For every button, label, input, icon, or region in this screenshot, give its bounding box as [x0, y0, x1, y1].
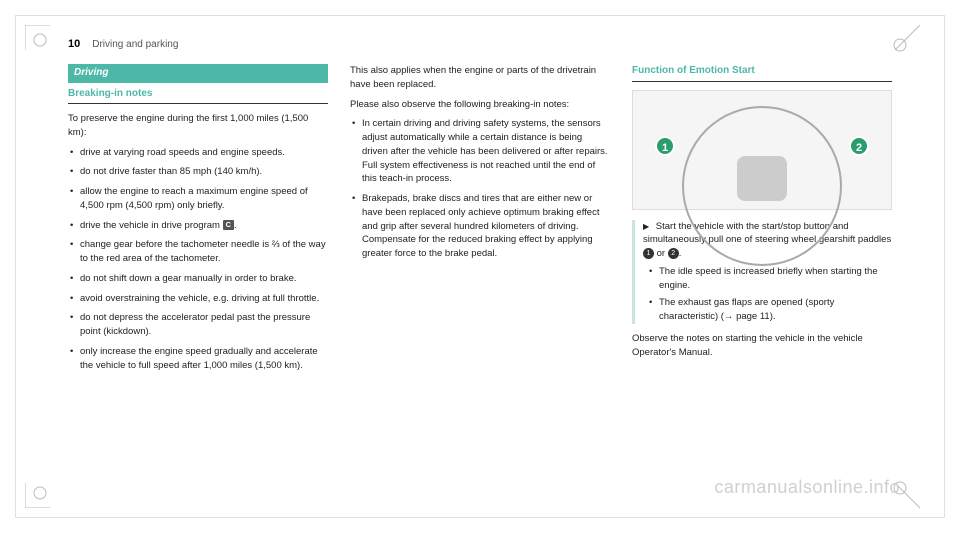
list-item: In certain driving and driving safety sy… [350, 117, 610, 186]
paragraph: This also applies when the engine or par… [350, 64, 610, 92]
list-item: do not drive faster than 85 mph (140 km/… [68, 165, 328, 179]
list-item: allow the engine to reach a maximum engi… [68, 185, 328, 213]
bullet-list: drive at varying road speeds and engine … [68, 146, 328, 373]
paragraph: Please also observe the following breaki… [350, 98, 610, 112]
list-item: do not depress the accelerator pedal pas… [68, 311, 328, 339]
column-1: Driving Breaking-in notes To preserve th… [68, 64, 328, 378]
section-header: Driving [68, 64, 328, 83]
list-item: drive at varying road speeds and engine … [68, 146, 328, 160]
page-header: 10 Driving and parking [68, 38, 892, 50]
list-item: The idle speed is increased briefly when… [647, 265, 892, 293]
content-area: 10 Driving and parking Driving Breaking-… [68, 38, 892, 495]
subheading: Function of Emotion Start [632, 64, 892, 82]
subheading: Breaking-in notes [68, 87, 328, 105]
list-item: avoid overstraining the vehicle, e.g. dr… [68, 292, 328, 306]
closing-note: Observe the notes on starting the vehicl… [632, 332, 892, 360]
intro-text: To preserve the engine during the first … [68, 112, 328, 140]
marker-2: 2 [849, 136, 869, 156]
watermark: carmanualsonline.info [714, 477, 900, 498]
list-item: Brakepads, brake discs and tires that ar… [350, 192, 610, 261]
chapter-title: Driving and parking [92, 39, 178, 50]
marker-1: 1 [655, 136, 675, 156]
column-2: This also applies when the engine or par… [350, 64, 610, 378]
wheel-hub [737, 156, 787, 201]
column-layout: Driving Breaking-in notes To preserve th… [68, 64, 892, 378]
drive-program-icon: C [223, 220, 234, 230]
page-number: 10 [68, 38, 80, 50]
list-item: do not shift down a gear manually in ord… [68, 272, 328, 286]
list-item: drive the vehicle in drive program C. [68, 219, 328, 233]
list-item: change gear before the tachometer needle… [68, 238, 328, 266]
column-3: Function of Emotion Start 1 2 Start the … [632, 64, 892, 378]
ref-1: 1 [643, 248, 654, 259]
sub-bullet-list: The idle speed is increased briefly when… [643, 265, 892, 324]
bullet-list: In certain driving and driving safety sy… [350, 117, 610, 261]
list-item: The exhaust gas flaps are opened (sporty… [647, 296, 892, 324]
list-item: only increase the engine speed gradually… [68, 345, 328, 373]
ref-2: 2 [668, 248, 679, 259]
steering-wheel-image: 1 2 [632, 90, 892, 210]
